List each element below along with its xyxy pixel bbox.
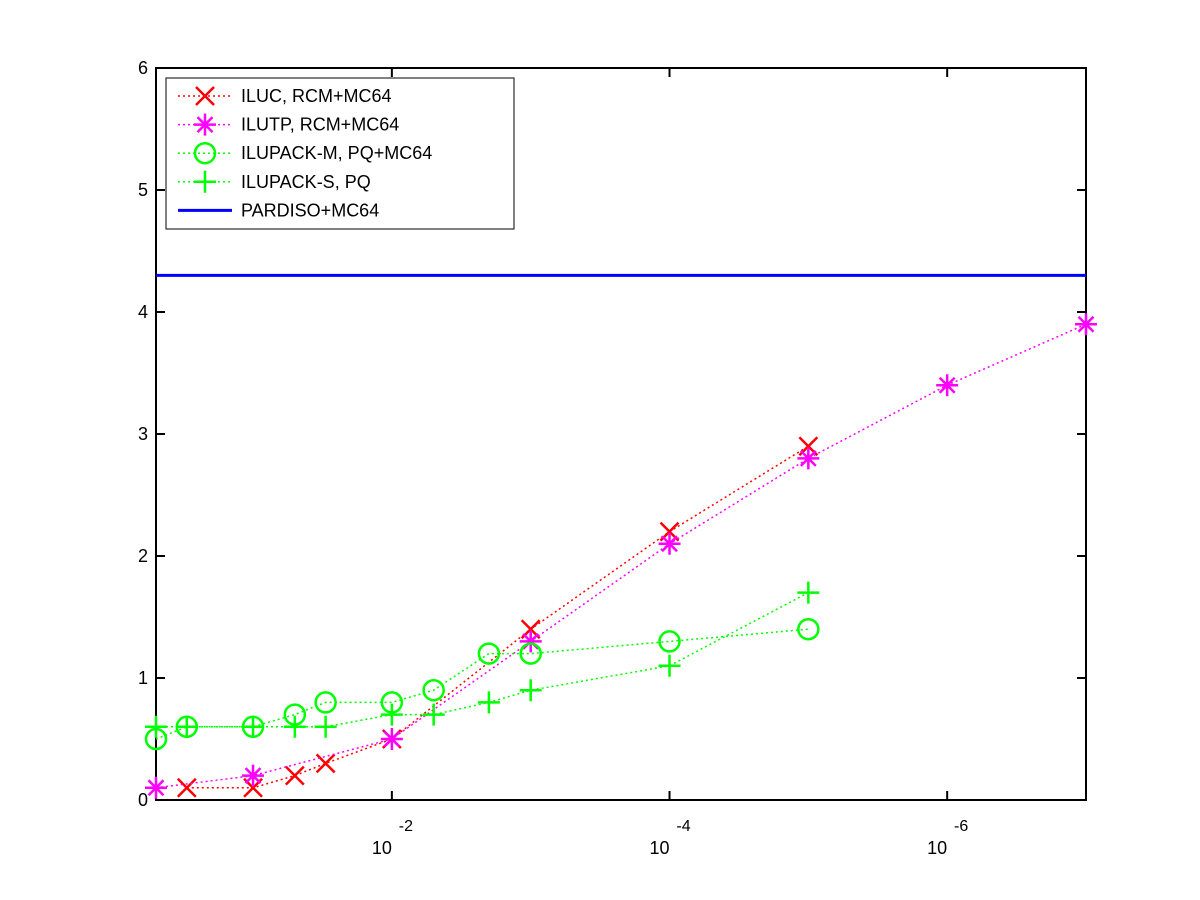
y-tick-label-1: 1 [138,668,148,688]
legend-entry-4: PARDISO+MC64 [178,200,379,220]
legend: ILUC, RCM+MC64 ILUTP, RCM+MC64 ILUPACK-M, … [165,77,515,230]
legend-label-3: ILUPACK-S, PQ [241,172,371,192]
point-3-6 [422,703,445,726]
point-3-1 [175,715,198,738]
point-3-4 [314,715,337,738]
point-1-7 [1075,313,1097,336]
series-line-0 [186,445,809,789]
point-1-1 [242,764,265,787]
point-1-4 [658,532,681,555]
legend-entry-2: ILUPACK-M, PQ+MC64 [178,141,432,165]
point-2-10 [797,617,820,641]
y-tick-label-2: 2 [138,546,148,566]
legend-entry-0: ILUC, RCM+MC64 [178,86,392,106]
y-tick-label-5: 5 [138,180,148,200]
point-3-2 [242,715,265,738]
legend-marker-3 [194,170,216,193]
legend-entry-3: ILUPACK-S, PQ [178,170,371,193]
legend-marker-1 [194,113,216,136]
legend-marker-0 [195,86,215,106]
point-1-3 [519,630,542,653]
axis-ticks: 0 1 2 3 4 5 6 10 -2 10 -4 10 -6 [138,58,1086,858]
x-tick-label-exponent-2: -6 [954,818,968,835]
x-tick-label-base-2: 10 [927,838,947,858]
point-3-7 [477,691,500,714]
series-line-1 [155,323,1087,789]
legend-label-0: ILUC, RCM+MC64 [241,86,392,106]
point-3-0 [145,715,167,738]
y-tick-label-0: 0 [138,790,148,810]
point-3-5 [380,703,403,726]
point-3-9 [658,654,681,677]
point-3-8 [519,679,542,702]
point-1-2 [380,728,403,750]
y-tick-label-4: 4 [138,302,148,322]
point-2-7 [477,642,501,665]
point-2-6 [422,678,445,702]
legend-label-2: ILUPACK-M, PQ+MC64 [241,143,432,163]
point-3-3 [283,715,306,738]
legend-entry-1: ILUTP, RCM+MC64 [178,113,399,136]
legend-label-4: PARDISO+MC64 [241,200,379,220]
point-2-9 [658,630,681,653]
series-line-2 [155,628,809,740]
point-2-8 [519,642,542,665]
point-1-5 [797,447,820,470]
point-0-0 [176,777,197,798]
series-1 [145,313,1097,799]
x-tick-label-base-0: 10 [372,838,392,858]
point-1-0 [145,776,167,799]
point-1-6 [936,374,959,397]
x-tick-label-exponent-0: -2 [399,818,413,835]
legend-label-1: ILUTP, RCM+MC64 [241,115,399,135]
y-tick-label-6: 6 [138,58,148,78]
point-3-10 [797,581,820,604]
series-3 [145,581,820,738]
y-tick-label-3: 3 [138,424,148,444]
x-tick-label-base-1: 10 [650,838,670,858]
point-2-4 [314,691,337,714]
series-layer [144,273,1097,799]
point-0-2 [284,765,305,786]
x-tick-label-exponent-1: -4 [676,818,690,835]
legend-marker-2 [193,141,217,165]
